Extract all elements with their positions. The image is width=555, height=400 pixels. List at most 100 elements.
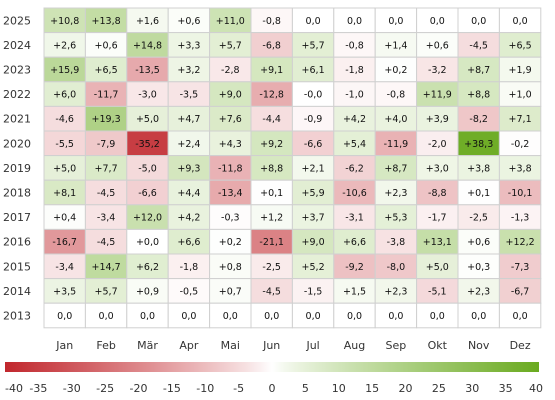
scale-tick-label: 5 [302,382,309,395]
heatmap-cell-2023-Mär [126,56,169,83]
month-labels: Jan Feb Mär Apr Mai Jun Jul Aug Sep Okt Nov Dez [55,339,531,352]
cell-value-2020-Jan: -5,5 [55,139,74,150]
cell-value-2017-Mai: -0,3 [221,213,240,224]
heatmap-cell-2014-Dez [498,278,542,304]
heatmap-cell-2014-Nov [457,278,500,304]
cell-value-2019-Jan: +5,0 [53,163,76,174]
cell-value-2013-Feb: 0,0 [99,311,114,322]
month-label-Sep: Sep [386,339,407,352]
cell-value-2016-Mär: +0,0 [136,237,159,248]
year-label-2023: 2023 [3,64,31,77]
scale-tick-label: -5 [233,382,244,395]
color-scale-legend: -40 -35 -30 -25 -20 -15 -10 -5 0 5 10 15 20 25 30 35 40 [5,362,543,395]
cell-value-2025-Mai: +11,0 [216,16,245,27]
scale-tick-label: 35 [499,382,513,395]
heatmap-cell-2019-Jan [43,155,86,181]
cell-value-2019-Jun: +8,8 [260,163,283,174]
cell-value-2024-Nov: -4,5 [469,40,488,51]
heatmap-cell-2019-Apr [167,155,211,181]
cell-value-2014-Nov: +2,3 [467,286,490,297]
heatmap-cell-2023-Dez [498,56,542,83]
heatmap-cell-2019-Mai [209,155,252,181]
cell-value-2015-Mär: +6,2 [136,262,159,273]
cell-value-2015-Aug: -9,2 [345,262,364,273]
heatmap-cell-2020-Sep [374,130,418,157]
heatmap-cell-2023-Jul [291,56,335,83]
cell-value-2024-Mär: +14,8 [133,40,162,51]
cell-value-2016-Apr: +6,6 [177,237,200,248]
heatmap-cell-2024-Aug [333,32,376,58]
cell-value-2016-Jan: -16,7 [52,237,77,248]
month-label-Jul: Jul [305,339,319,352]
heatmap-cell-2023-Mai [209,56,252,83]
heatmap-cell-2017-Jan [43,204,86,230]
heatmap-cell-2015-Jan [43,253,86,280]
heatmap-cell-2021-Jul [291,105,335,132]
cell-value-2023-Nov: +8,7 [467,65,490,76]
year-label-2024: 2024 [3,39,31,52]
cell-value-2018-Sep: +2,3 [384,188,407,199]
cell-value-2017-Jan: +0,4 [53,213,76,224]
cell-value-2023-Feb: +6,5 [95,65,118,76]
cell-value-2015-Jun: -2,5 [262,262,281,273]
cell-value-2014-Dez: -6,7 [511,286,530,297]
heatmap-cell-2018-Apr [167,179,211,206]
heatmap-cell-2015-Aug [333,253,376,280]
cell-value-2024-Mai: +5,7 [219,40,242,51]
cell-value-2017-Jun: +1,2 [260,213,283,224]
cell-value-2015-Nov: +0,3 [467,262,490,273]
cell-value-2014-Jul: -1,5 [304,286,323,297]
year-label-2016: 2016 [3,236,31,249]
year-labels: 2025 2024 2023 2022 2021 2020 2019 2018 2017 2016… [3,14,31,322]
scale-tick-label: -30 [63,382,81,395]
heatmap-cell-2015-Sep [374,253,418,280]
cell-value-2017-Dez: -1,3 [511,213,530,224]
cell-value-2022-Dez: +1,0 [509,90,532,101]
cell-value-2021-Jan: -4,6 [55,114,74,125]
cell-value-2013-Jun: 0,0 [264,311,279,322]
heatmap-cell-2015-Dez [498,253,542,280]
heatmap-cell-2016-Aug [333,228,376,255]
cell-value-2022-Aug: -1,0 [345,90,364,101]
heatmap-cell-2024-Jul [291,32,335,58]
cell-value-2023-Okt: -3,2 [428,65,447,76]
heatmap-cell-2018-Dez [498,179,542,206]
cell-value-2024-Feb: +0,6 [95,40,118,51]
cell-value-2025-Nov: 0,0 [471,16,486,27]
cell-value-2013-Mär: 0,0 [140,311,155,322]
scale-tick-label: 20 [399,382,413,395]
cell-value-2022-Nov: +8,8 [467,90,490,101]
heatmap-cell-2014-Feb [84,278,128,304]
cell-value-2025-Jul: 0,0 [306,16,321,27]
cell-value-2018-Jul: +5,9 [302,188,325,199]
heatmap-cell-2016-Apr [167,228,211,255]
heatmap-cell-2022-Okt [416,81,459,107]
scale-tick-label: -10 [196,382,214,395]
heatmap-cell-2016-Feb [84,228,128,255]
heatmap-cell-2017-Mär [126,204,169,230]
cell-value-2025-Okt: 0,0 [430,16,445,27]
cell-value-2025-Aug: 0,0 [347,16,362,27]
year-label-2015: 2015 [3,260,31,273]
heatmap-cell-2013-Jul [291,302,335,329]
cell-value-2017-Sep: +5,3 [384,213,407,224]
cell-value-2020-Apr: +2,4 [177,139,200,150]
cell-value-2013-Okt: 0,0 [430,311,445,322]
cell-value-2015-Jan: -3,4 [55,262,74,273]
heatmap-cell-2013-Dez [498,302,542,329]
cell-value-2014-Mai: +0,7 [219,286,242,297]
cell-value-2019-Nov: +3,8 [467,163,490,174]
scale-tick-label: 0 [269,382,276,395]
heatmap-cell-2013-Nov [457,302,500,329]
heatmap-cell-2024-Dez [498,32,542,58]
year-label-2014: 2014 [3,285,31,298]
heatmap-cell-2013-Apr [167,302,211,329]
cell-value-2017-Feb: -3,4 [97,213,116,224]
cell-value-2015-Sep: -8,0 [387,262,406,273]
cell-value-2024-Dez: +6,5 [509,40,532,51]
cell-value-2020-Mai: +4,3 [219,139,242,150]
cell-value-2019-Mär: -5,0 [138,163,157,174]
cell-value-2021-Mär: +5,0 [136,114,159,125]
cell-value-2020-Nov: +38,3 [464,139,493,150]
cell-value-2017-Aug: -3,1 [345,213,364,224]
